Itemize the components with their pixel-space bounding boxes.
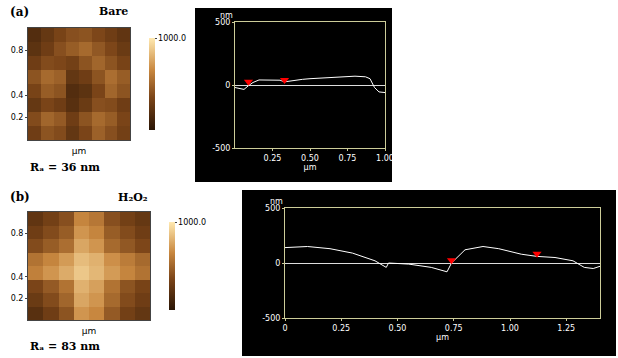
svg-text:-500: -500 [212, 144, 230, 153]
svg-text:nm: nm [270, 197, 283, 206]
svg-text:Rₐ = 83 nm: Rₐ = 83 nm [30, 340, 100, 353]
svg-text:µm: µm [304, 163, 317, 172]
svg-text:0: 0 [275, 259, 280, 268]
svg-text:0.2: 0.2 [11, 294, 24, 303]
svg-text:0.25: 0.25 [332, 324, 350, 333]
svg-text:0.75: 0.75 [445, 324, 463, 333]
svg-text:(a): (a) [10, 5, 29, 19]
svg-text:0.8: 0.8 [11, 46, 24, 55]
svg-text:1000.0: 1000.0 [178, 218, 206, 227]
svg-text:Bare: Bare [99, 5, 128, 18]
svg-text:0.75: 0.75 [339, 154, 357, 163]
svg-text:0.8: 0.8 [11, 229, 24, 238]
svg-text:500: 500 [265, 204, 280, 213]
svg-text:µm: µm [436, 333, 449, 342]
svg-text:1.25: 1.25 [557, 324, 575, 333]
svg-text:H₂O₂: H₂O₂ [118, 191, 148, 204]
svg-text:0.4: 0.4 [11, 273, 24, 282]
svg-text:1.00: 1.00 [376, 154, 394, 163]
svg-text:µm: µm [82, 326, 97, 336]
svg-text:0: 0 [225, 81, 230, 90]
svg-text:(b): (b) [10, 190, 30, 204]
svg-text:Rₐ = 36 nm: Rₐ = 36 nm [30, 161, 100, 174]
svg-text:0.50: 0.50 [389, 324, 407, 333]
svg-text:1.00: 1.00 [501, 324, 519, 333]
svg-text:0.50: 0.50 [301, 154, 319, 163]
svg-text:0.25: 0.25 [264, 154, 282, 163]
svg-text:500: 500 [215, 18, 230, 27]
svg-text:0.2: 0.2 [11, 113, 24, 122]
svg-text:µm: µm [72, 146, 87, 156]
svg-text:0: 0 [282, 324, 287, 333]
svg-text:-500: -500 [262, 314, 280, 323]
svg-text:nm: nm [220, 11, 233, 20]
svg-text:0.4: 0.4 [11, 91, 24, 100]
svg-text:1000.0: 1000.0 [158, 34, 186, 43]
